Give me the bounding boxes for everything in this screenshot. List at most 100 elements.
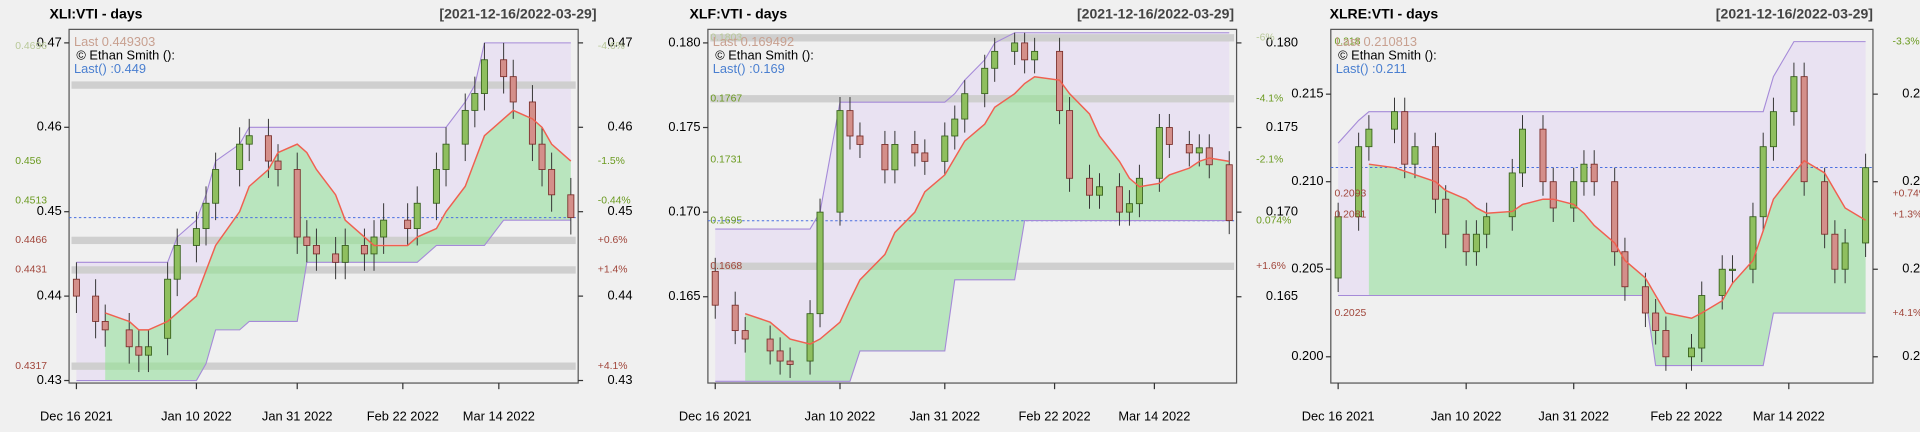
upper-band (715, 32, 1230, 230)
candle-body (1125, 203, 1133, 213)
y-tick-label: 0.180 (668, 34, 700, 49)
candle-body (881, 144, 889, 171)
candle-body (1086, 177, 1093, 196)
candle-body (101, 321, 109, 331)
candle-body (1462, 233, 1470, 253)
candle-body (192, 228, 200, 246)
candle-body (1066, 110, 1074, 179)
y-tick-label: 0.175 (668, 119, 700, 134)
y-tick-label: 0.200 (1291, 348, 1323, 363)
candle-body (1365, 128, 1373, 148)
x-tick-label: Dec 16 2021 (1302, 409, 1375, 424)
candle-body (766, 338, 774, 352)
candle-body (1225, 164, 1233, 222)
candle-body (1841, 242, 1849, 270)
candle-body (1539, 128, 1547, 183)
date-range: [2021-12-16/2022-03-29] (1716, 5, 1873, 21)
x-tick-label: Feb 22 2022 (367, 409, 439, 424)
trend-fill (1368, 160, 1866, 366)
y-tick-label: 0.44 (608, 287, 633, 302)
candle-body (1431, 146, 1439, 200)
level-change: -4.1% (1256, 94, 1283, 105)
candle-body (921, 152, 929, 162)
x-tick-label: Mar 14 2022 (463, 409, 535, 424)
candle-body (1355, 146, 1363, 218)
candle-body (1390, 111, 1398, 130)
candle-body (836, 110, 844, 213)
candle-body (1508, 172, 1516, 218)
upper-band (1337, 41, 1866, 144)
candle-body (312, 245, 320, 255)
level-label: 0.1731 (710, 154, 742, 165)
candle-body (360, 245, 368, 255)
candle-body (816, 211, 824, 315)
x-tick-label: Dec 16 2021 (40, 409, 113, 424)
candle-body (1718, 268, 1726, 296)
candle-body (264, 135, 272, 162)
x-tick-label: Jan 10 2022 (1431, 409, 1502, 424)
chart-title: XLRE:VTI - days (1330, 5, 1439, 21)
level-label: 0.1767 (710, 94, 742, 105)
level-change: +0.6% (598, 235, 628, 246)
chart-title: XLI:VTI - days (49, 5, 142, 21)
candle-body (1728, 268, 1736, 271)
candle-body (303, 236, 311, 246)
candle-body (432, 169, 440, 204)
candle-body (1759, 146, 1767, 218)
y-tick-label: 0.47 (608, 34, 633, 49)
level-change: +0.74% (1893, 189, 1920, 200)
candle-body (404, 219, 412, 230)
candle-body (786, 360, 794, 365)
legend-text: Last 0.169492 (713, 34, 794, 49)
level-label: 0.4317 (15, 361, 47, 372)
y-tick-label: 0.165 (668, 288, 700, 303)
level-change: -0.44% (598, 195, 631, 206)
candle-body (891, 144, 899, 171)
candle-body (293, 169, 301, 238)
candle-body (548, 169, 556, 196)
candle-body (236, 143, 244, 170)
moving-average (1368, 159, 1866, 320)
legend-text: Last() :0.449 (74, 61, 146, 76)
candle-body (1821, 181, 1829, 235)
candle-body (711, 270, 719, 306)
y-tick-label: 0.215 (1902, 86, 1920, 101)
level-band (71, 236, 576, 245)
level-band (710, 95, 1235, 103)
y-tick-label: 0.45 (37, 203, 62, 218)
candle-body (1590, 163, 1598, 183)
y-tick-label: 0.210 (1291, 173, 1323, 188)
lower-band (76, 219, 571, 382)
candle-body (951, 118, 959, 137)
y-tick-label: 0.46 (37, 119, 62, 134)
legend-text: © Ethan Smith (): (715, 48, 814, 63)
candle-body (92, 295, 100, 322)
candle-body (1483, 216, 1491, 235)
candle-body (1011, 42, 1019, 52)
level-label: 0.4431 (15, 265, 47, 276)
candle-body (1115, 186, 1123, 213)
level-change: -1.5% (598, 156, 625, 167)
legend-text: © Ethan Smith (): (76, 48, 175, 63)
trend-fill (745, 76, 1230, 382)
candle-body (1831, 233, 1839, 270)
candle-body (528, 101, 536, 145)
candle-body (846, 110, 854, 137)
level-band (710, 262, 1235, 270)
candle-body (1611, 181, 1619, 253)
level-change: -4.6% (598, 41, 625, 52)
candle-body (1155, 127, 1163, 179)
y-tick-label: 0.205 (1902, 261, 1920, 276)
candle-body (1862, 167, 1870, 244)
x-tick-label: Jan 31 2022 (1538, 409, 1609, 424)
level-change: 0.074% (1256, 215, 1291, 226)
lower-band (715, 220, 1230, 382)
candle-body (856, 135, 864, 145)
level-change: -6% (1256, 33, 1274, 44)
trend-fill (105, 110, 571, 381)
candle-body (1411, 146, 1419, 165)
candle-body (125, 329, 133, 348)
level-change: +4.1% (598, 361, 628, 372)
